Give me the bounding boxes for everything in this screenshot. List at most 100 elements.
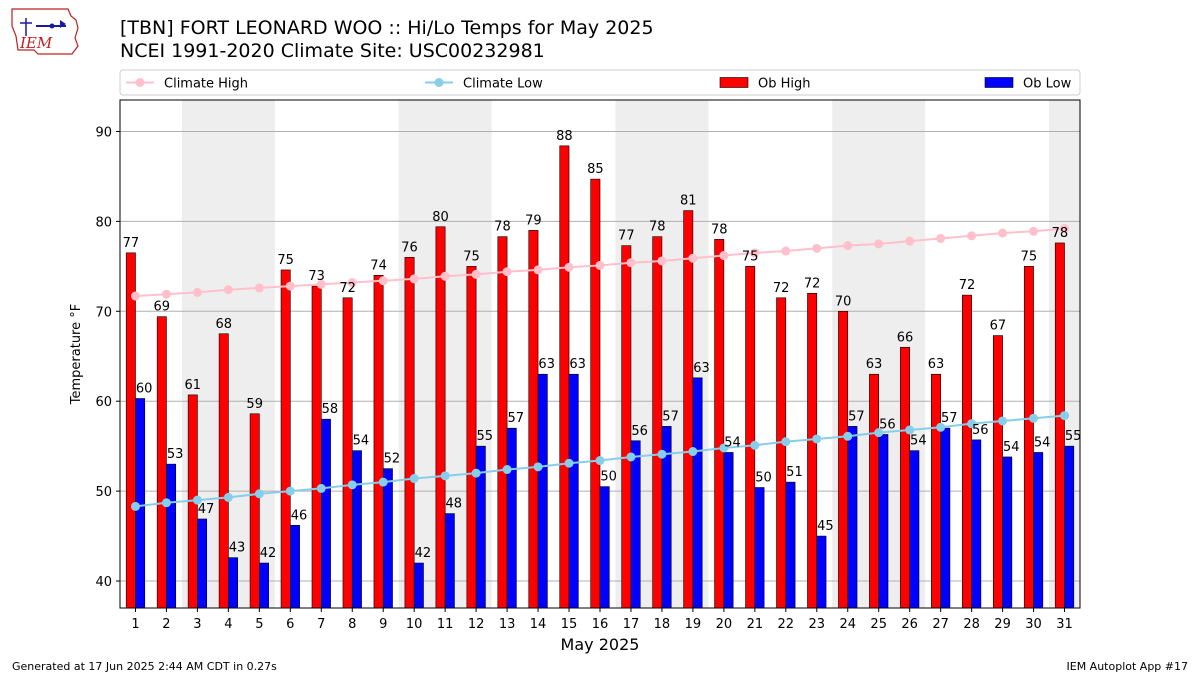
ob-high-bar — [807, 293, 818, 609]
ob-high-label: 88 — [556, 129, 573, 144]
ob-low-label: 56 — [972, 423, 989, 438]
climate-low-point — [1029, 413, 1039, 423]
climate-high-point — [285, 281, 295, 291]
climate-low-point — [285, 486, 295, 496]
climate-high-point — [564, 262, 574, 272]
y-tick-label: 70 — [95, 305, 112, 320]
x-tick-label: 7 — [317, 617, 325, 632]
climate-high-point — [347, 278, 357, 288]
ob-high-label: 72 — [959, 278, 976, 293]
climate-low-point — [874, 428, 884, 438]
ob-high-label: 75 — [1021, 249, 1038, 264]
ob-low-bar — [197, 518, 208, 609]
x-tick-label: 14 — [530, 617, 547, 632]
climate-low-point — [223, 492, 233, 502]
climate-high-point — [1060, 224, 1070, 234]
ob-low-bar — [290, 524, 300, 609]
ob-high-bar — [869, 373, 880, 609]
ob-low-label: 60 — [136, 382, 153, 397]
ob-low-bar — [320, 418, 331, 609]
ob-low-label: 45 — [817, 519, 834, 534]
ob-low-bar — [1064, 445, 1075, 609]
climate-high-point — [409, 274, 419, 284]
climate-low-point — [440, 471, 450, 481]
ob-high-bar — [714, 239, 725, 609]
ob-low-label: 51 — [786, 465, 803, 480]
ob-high-label: 74 — [370, 258, 387, 273]
climate-low-point — [564, 458, 574, 468]
legend-climate-low-label: Climate Low — [463, 77, 543, 92]
ob-high-bar — [249, 413, 260, 609]
climate-high-point — [936, 233, 946, 243]
x-tick-label: 20 — [716, 617, 733, 632]
ob-high-label: 78 — [1052, 226, 1069, 241]
climate-low-point — [936, 422, 946, 432]
x-tick-label: 26 — [901, 617, 918, 632]
climate-low-point — [657, 449, 667, 459]
x-tick-label: 19 — [685, 617, 702, 632]
legend-climate-high-marker — [135, 78, 145, 87]
ob-low-label: 58 — [322, 402, 339, 417]
ob-high-label: 59 — [246, 397, 263, 412]
ob-low-label: 42 — [415, 546, 432, 561]
ob-low-bar — [1033, 452, 1044, 609]
ob-low-label: 57 — [507, 411, 524, 426]
logo-text: IEM — [19, 34, 53, 52]
ob-low-label: 53 — [167, 447, 184, 462]
x-tick-label: 17 — [623, 617, 640, 632]
climate-low-point — [161, 498, 171, 508]
ob-low-bar — [444, 513, 455, 609]
ob-high-label: 63 — [928, 357, 945, 372]
climate-low-point — [626, 452, 636, 462]
x-tick-label: 13 — [499, 617, 516, 632]
climate-low-point — [378, 477, 388, 487]
climate-low-point — [905, 425, 915, 435]
climate-low-point — [998, 416, 1008, 426]
ob-high-label: 76 — [401, 240, 418, 255]
x-tick-label: 23 — [809, 617, 826, 632]
y-axis-label: Temperature °F — [69, 304, 84, 405]
ob-high-bar — [1023, 266, 1034, 609]
ob-low-label: 55 — [477, 429, 494, 444]
x-tick-label: 21 — [747, 617, 764, 632]
x-tick-label: 16 — [592, 617, 609, 632]
ob-low-bar — [878, 434, 889, 609]
ob-high-label: 66 — [897, 330, 914, 345]
climate-high-point — [223, 285, 233, 295]
x-tick-label: 2 — [162, 617, 170, 632]
x-tick-label: 27 — [932, 617, 949, 632]
ob-high-bar — [838, 310, 849, 609]
ob-high-label: 75 — [742, 249, 759, 264]
ob-low-bar — [537, 373, 548, 609]
climate-high-point — [967, 231, 977, 241]
ob-low-label: 57 — [848, 409, 865, 424]
ob-low-bar — [166, 463, 177, 609]
ob-low-bar — [940, 427, 951, 609]
plot-right-mask — [1080, 100, 1200, 608]
climate-high-point — [1029, 226, 1039, 236]
climate-high-point — [626, 258, 636, 268]
climate-high-point — [595, 260, 605, 270]
ob-low-bar — [506, 427, 517, 609]
ob-low-bar — [568, 373, 579, 609]
ob-high-label: 72 — [804, 276, 821, 291]
climate-low-point — [316, 483, 326, 493]
x-tick-label: 24 — [839, 617, 856, 632]
ob-low-label: 54 — [353, 434, 370, 449]
ob-low-bar — [816, 535, 827, 609]
legend-ob-low-swatch — [984, 77, 1014, 88]
climate-low-point — [192, 495, 202, 505]
climate-low-point — [688, 447, 698, 457]
ob-high-label: 80 — [432, 210, 449, 225]
climate-low-point — [347, 480, 357, 490]
ob-low-label: 54 — [724, 435, 741, 450]
ob-high-label: 77 — [123, 236, 140, 251]
ob-low-bar — [1002, 456, 1013, 609]
y-tick-label: 90 — [95, 125, 112, 140]
iem-logo: IEM — [8, 6, 82, 60]
climate-high-point — [440, 271, 450, 281]
y-tick-label: 50 — [95, 485, 112, 500]
ob-high-label: 78 — [711, 222, 728, 237]
ob-low-label: 43 — [229, 541, 246, 556]
climate-low-point — [409, 474, 419, 484]
